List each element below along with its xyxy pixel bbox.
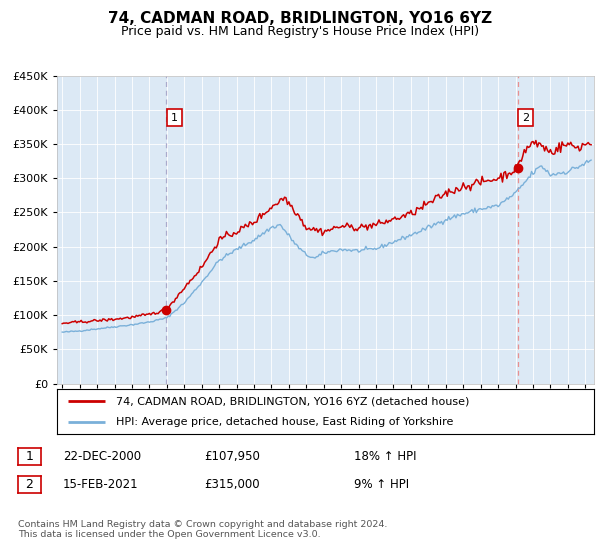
Text: 22-DEC-2000: 22-DEC-2000	[63, 450, 141, 463]
Text: £107,950: £107,950	[204, 450, 260, 463]
Text: £315,000: £315,000	[204, 478, 260, 491]
Text: 2: 2	[25, 478, 34, 491]
Text: 1: 1	[170, 113, 178, 123]
Text: 74, CADMAN ROAD, BRIDLINGTON, YO16 6YZ (detached house): 74, CADMAN ROAD, BRIDLINGTON, YO16 6YZ (…	[116, 396, 469, 407]
Text: HPI: Average price, detached house, East Riding of Yorkshire: HPI: Average price, detached house, East…	[116, 417, 454, 427]
Text: 74, CADMAN ROAD, BRIDLINGTON, YO16 6YZ: 74, CADMAN ROAD, BRIDLINGTON, YO16 6YZ	[108, 11, 492, 26]
Text: 1: 1	[25, 450, 34, 463]
Text: Price paid vs. HM Land Registry's House Price Index (HPI): Price paid vs. HM Land Registry's House …	[121, 25, 479, 38]
Text: 15-FEB-2021: 15-FEB-2021	[63, 478, 139, 491]
Text: 18% ↑ HPI: 18% ↑ HPI	[354, 450, 416, 463]
Text: 2: 2	[522, 113, 529, 123]
Text: 9% ↑ HPI: 9% ↑ HPI	[354, 478, 409, 491]
Text: Contains HM Land Registry data © Crown copyright and database right 2024.
This d: Contains HM Land Registry data © Crown c…	[18, 520, 388, 539]
